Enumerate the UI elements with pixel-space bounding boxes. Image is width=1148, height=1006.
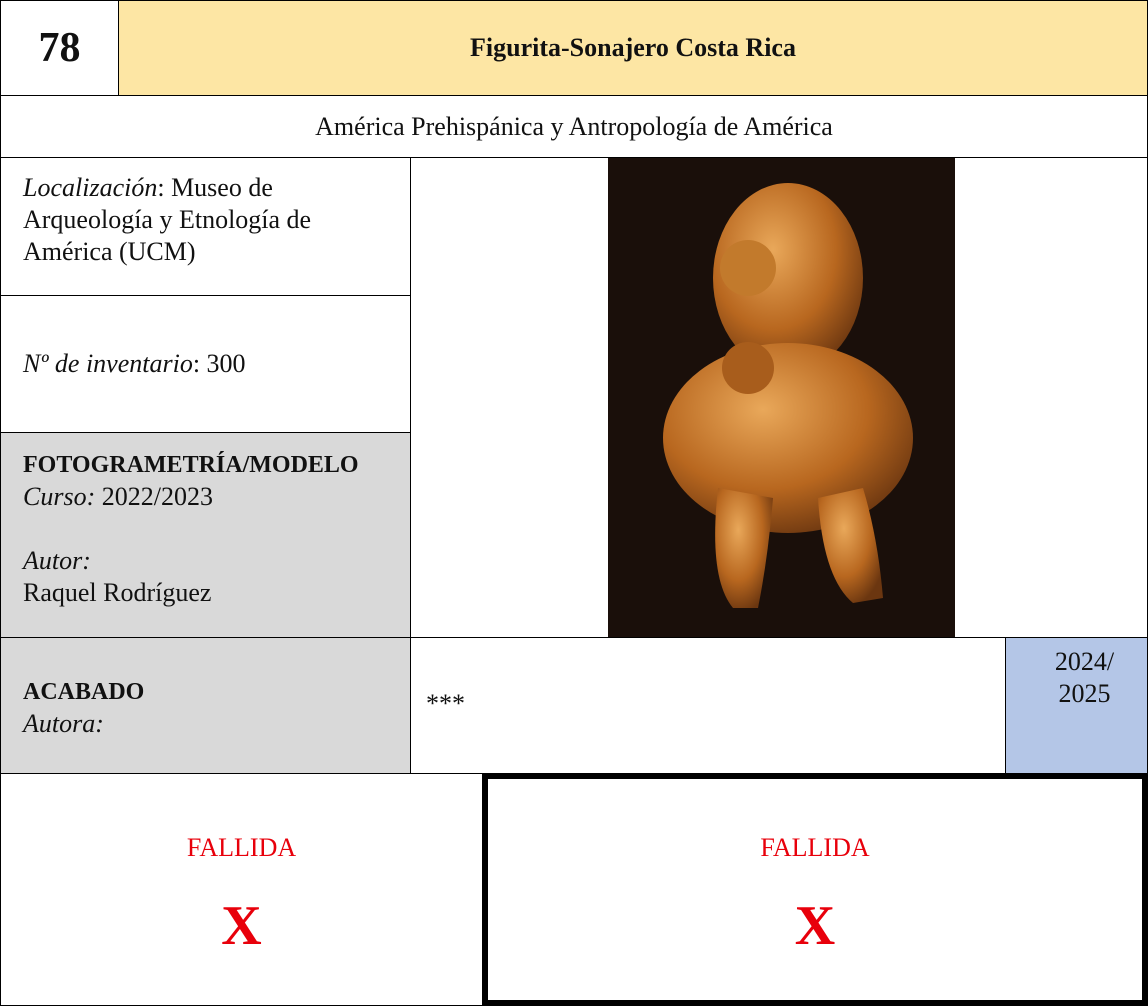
author: Raquel Rodríguez: [23, 578, 212, 607]
course: 2022/2023: [101, 482, 213, 511]
number-cell: 78: [0, 0, 119, 96]
finish-author-label: Autora:: [23, 709, 104, 738]
finish-heading: ACABADO: [23, 679, 145, 705]
result-cell: FALLIDA X: [482, 773, 1148, 1006]
location-value: : Museo de Arqueología y Etnología de Am…: [23, 173, 312, 266]
subtitle: América Prehispánica y Antropología de A…: [315, 111, 833, 141]
inventory-cell: Nº de inventario: 300: [0, 295, 411, 433]
title-cell: Figurita-Sonajero Costa Rica: [118, 0, 1148, 96]
result-cell: FALLIDA X: [0, 773, 483, 1006]
course-label: Curso:: [23, 482, 96, 511]
result-mark: X: [794, 895, 836, 957]
finish-author-cell: ***: [410, 637, 1006, 774]
year-cell: 2024/ 2025: [1005, 637, 1148, 774]
photogrammetry-cell: FOTOGRAMETRÍA/MODELO Curso: 2022/2023 Au…: [0, 432, 411, 638]
inventory-value: : 300: [192, 349, 246, 378]
year: 2024/ 2025: [1054, 647, 1115, 708]
figurine-photo: [608, 158, 955, 638]
result-status: FALLIDA: [186, 833, 297, 862]
inventory-label: Nº de inventario: [23, 349, 193, 378]
number: 78: [38, 25, 81, 71]
location-label: Localización: [23, 173, 158, 202]
finish-cell: ACABADO Autora:: [0, 637, 411, 774]
author-label: Autor:: [23, 546, 91, 575]
result-mark: X: [221, 895, 262, 957]
result-status: FALLIDA: [760, 833, 870, 862]
image-cell: [410, 157, 1148, 638]
title: Figurita-Sonajero Costa Rica: [470, 33, 796, 62]
finish-author: ***: [426, 689, 465, 718]
photogrammetry-heading: FOTOGRAMETRÍA/MODELO: [23, 452, 359, 478]
location-cell: Localización: Museo de Arqueología y Etn…: [0, 157, 411, 296]
subtitle-cell: América Prehispánica y Antropología de A…: [0, 95, 1148, 158]
